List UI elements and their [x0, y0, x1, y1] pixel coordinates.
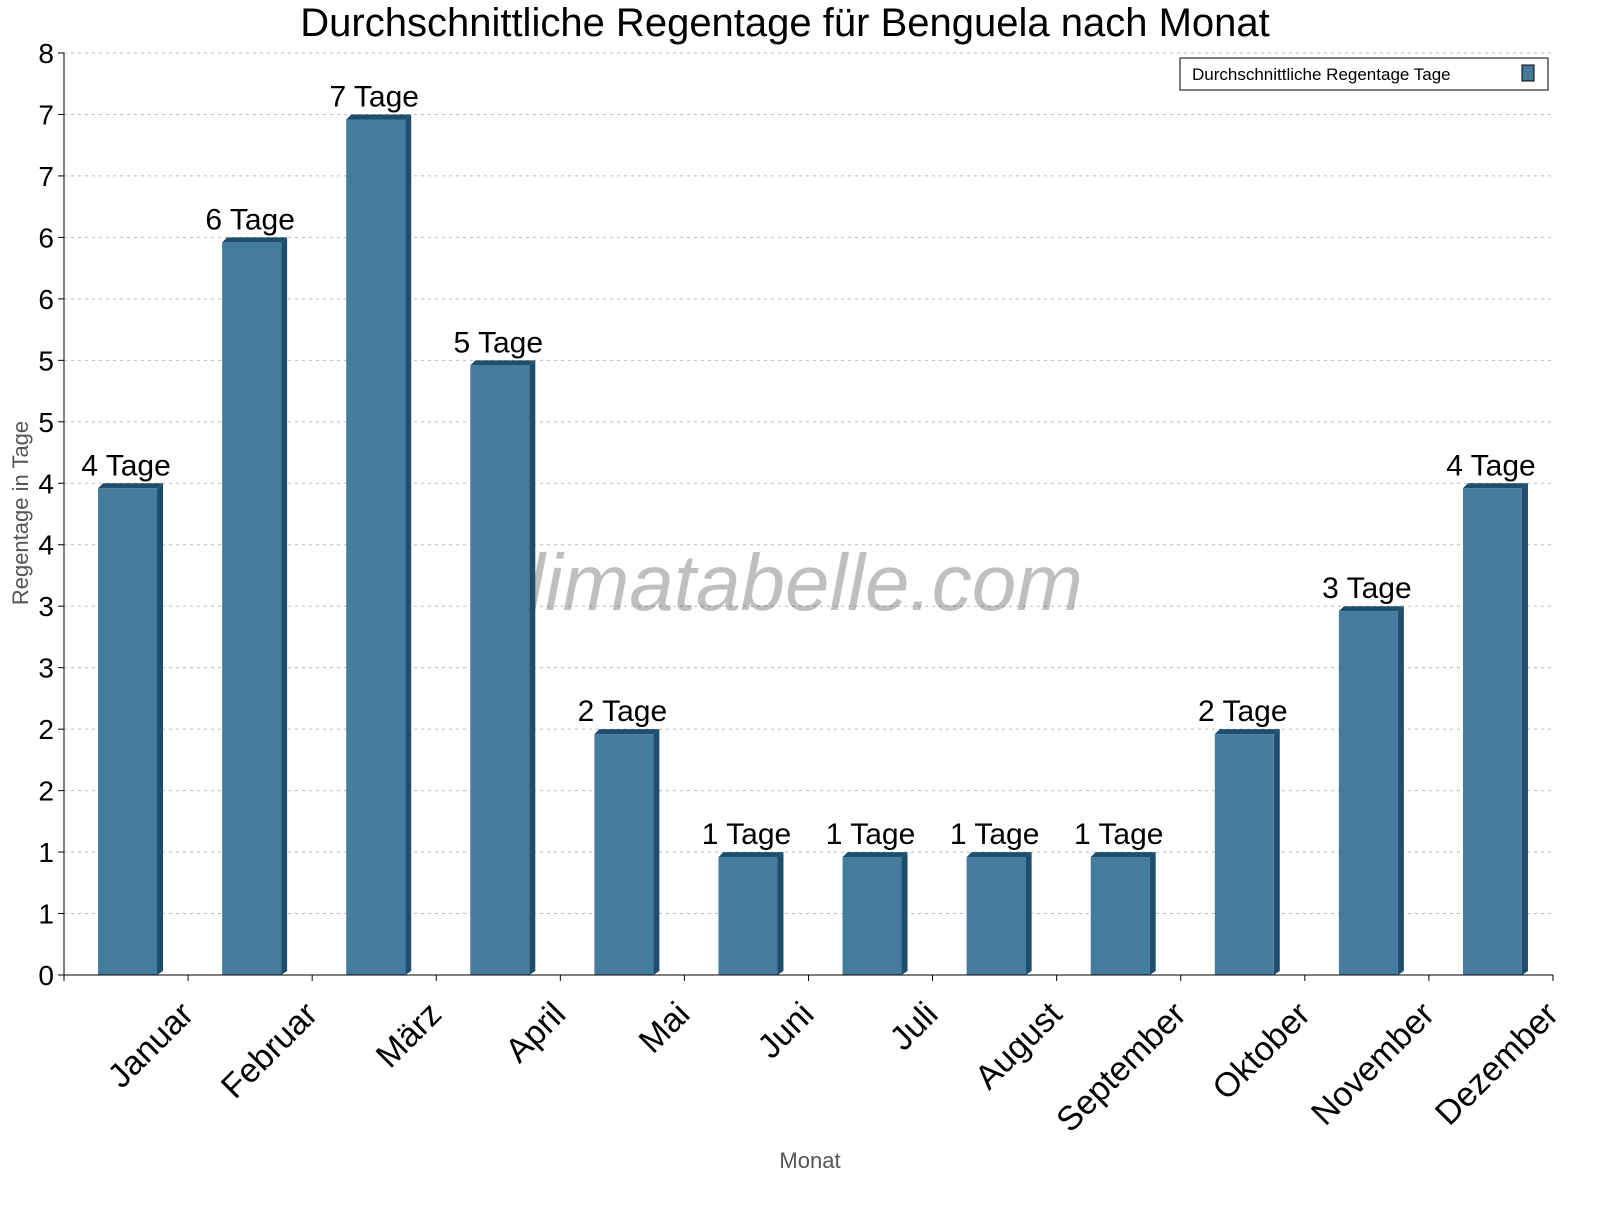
bar: [1090, 857, 1150, 975]
legend-swatch: [1521, 64, 1535, 82]
x-tick-label: März: [369, 995, 449, 1075]
x-axis-label: Monat: [779, 1148, 840, 1173]
bar: [1462, 488, 1522, 975]
bar-top: [222, 237, 288, 243]
x-tick-label: Oktober: [1205, 995, 1317, 1107]
data-label: 5 Tage: [454, 326, 544, 359]
bar-top: [966, 852, 1032, 858]
bar-side: [1273, 729, 1280, 975]
bar-side: [653, 729, 660, 975]
legend-label: Durchschnittliche Regentage Tage: [1192, 65, 1451, 84]
legend: Durchschnittliche Regentage Tage: [1179, 57, 1549, 91]
bar: [966, 857, 1026, 975]
y-tick-label: 5: [38, 345, 54, 376]
bar: [98, 488, 158, 975]
y-tick-label: 1: [38, 837, 54, 868]
y-tick-label: 7: [38, 161, 54, 192]
x-tick-label: Juni: [750, 995, 821, 1066]
x-tick-label: Juli: [882, 995, 945, 1058]
bar-side: [1149, 852, 1156, 975]
x-tick-label: August: [968, 995, 1070, 1097]
bar-side: [1521, 483, 1528, 975]
bar-top: [1338, 606, 1404, 612]
bar-top: [1214, 729, 1280, 735]
bar-top: [98, 483, 164, 489]
chart-title: Durchschnittliche Regentage für Benguela…: [300, 1, 1270, 45]
data-label: 1 Tage: [702, 818, 792, 851]
data-label: 7 Tage: [329, 80, 419, 113]
y-tick-label: 4: [38, 530, 54, 561]
bar-top: [1090, 852, 1156, 858]
x-tick-label: Dezember: [1428, 995, 1566, 1133]
bar: [842, 857, 902, 975]
x-tick-label: Mai: [632, 995, 698, 1061]
bar-top: [346, 114, 412, 120]
x-tick-label: April: [498, 995, 573, 1070]
data-label: 2 Tage: [578, 695, 668, 728]
bar: [222, 242, 282, 975]
y-tick-label: 3: [38, 591, 54, 622]
legend-box: [1179, 57, 1549, 91]
y-tick-label: 5: [38, 407, 54, 438]
y-tick-label: 0: [38, 960, 54, 991]
data-label: 1 Tage: [1074, 818, 1164, 851]
y-tick-label: 2: [38, 776, 54, 807]
y-tick-label: 6: [38, 284, 54, 315]
bar: [718, 857, 778, 975]
x-tick-label: Februar: [214, 995, 325, 1106]
bar-top: [470, 360, 536, 366]
bar: [1338, 611, 1398, 975]
bar-side: [281, 237, 288, 975]
x-tick-label: September: [1049, 995, 1193, 1139]
y-tick-label: 1: [38, 899, 54, 930]
y-tick-label: 6: [38, 222, 54, 253]
data-label: 4 Tage: [1446, 449, 1536, 482]
bar-side: [901, 852, 908, 975]
bar: [1214, 734, 1274, 975]
data-label: 6 Tage: [205, 203, 295, 236]
watermark: klimatabelle.com: [487, 538, 1083, 627]
bar-top: [594, 729, 660, 735]
bar-top: [718, 852, 784, 858]
bar-side: [529, 360, 536, 975]
y-tick-label: 3: [38, 653, 54, 684]
bar-side: [1025, 852, 1032, 975]
y-tick-label: 7: [38, 99, 54, 130]
x-tick-label: Januar: [101, 995, 201, 1095]
data-label: 4 Tage: [81, 449, 171, 482]
bar-side: [1397, 606, 1404, 975]
bar: [594, 734, 654, 975]
data-label: 1 Tage: [826, 818, 916, 851]
bars: 4 Tage 6 Tage 7 Tage 5 Tage 2 Tage 1 Tage 1 Ta…: [81, 80, 1536, 975]
y-tick-label: 4: [38, 468, 54, 499]
y-tick-label: 2: [38, 714, 54, 745]
x-tick-label: November: [1304, 995, 1442, 1133]
data-label: 2 Tage: [1198, 695, 1288, 728]
bar: [346, 119, 406, 975]
bar-top: [842, 852, 908, 858]
gridlines: [64, 52, 1553, 915]
bar-side: [405, 114, 412, 975]
bar: [470, 365, 530, 975]
bar-top: [1462, 483, 1528, 489]
data-label: 1 Tage: [950, 818, 1040, 851]
bar-side: [777, 852, 784, 975]
data-label: 3 Tage: [1322, 572, 1412, 605]
bar-side: [157, 483, 164, 975]
y-tick-label: 8: [38, 38, 54, 69]
y-axis-label: Regentage in Tage: [8, 421, 33, 605]
